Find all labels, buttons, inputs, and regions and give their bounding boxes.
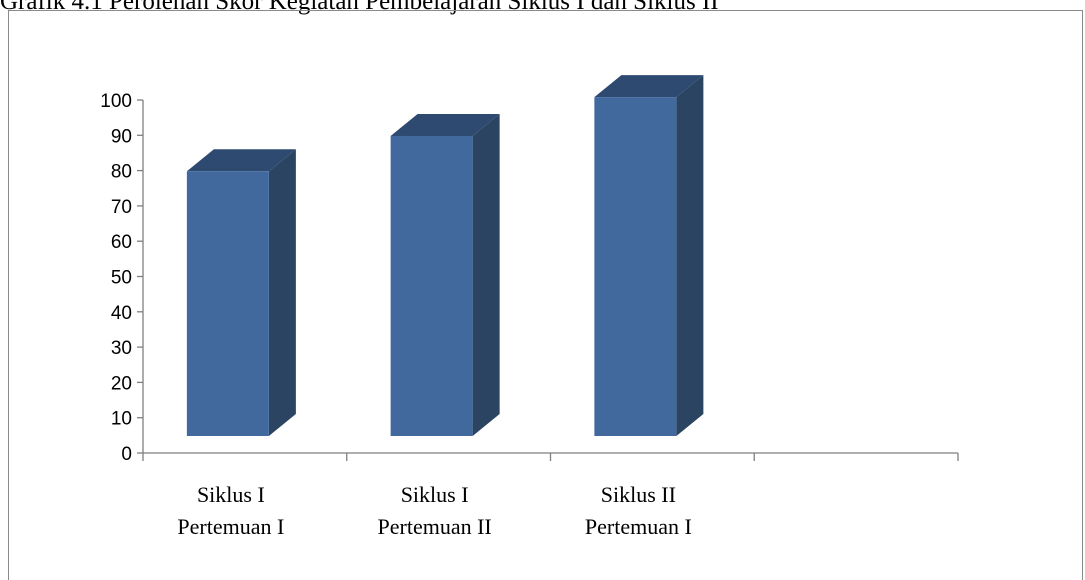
bar: [390, 135, 473, 436]
bar-side: [268, 149, 296, 436]
y-tick-label: 100: [100, 91, 132, 112]
y-tick-label: 50: [111, 268, 132, 289]
y-tick-label: 60: [111, 232, 132, 253]
bar: [186, 171, 269, 436]
chart-caption: Grafik 4.1 Perolehan Skor Kegiatan Pembe…: [0, 0, 719, 15]
y-tick-label: 80: [111, 162, 132, 183]
x-category-label: Siklus II: [601, 482, 676, 507]
y-tick-label: 30: [111, 338, 132, 359]
x-category-label: Siklus I: [401, 482, 469, 507]
chart-bars: [186, 75, 704, 437]
x-category-label: Siklus I: [197, 482, 265, 507]
x-category-label: Pertemuan I: [177, 514, 284, 539]
bar-side: [472, 113, 500, 436]
y-tick-label: 0: [121, 444, 132, 465]
x-category-label: Pertemuan II: [378, 514, 492, 539]
chart-labels: 0 10 20 30 40 50 60 70 80 90 100 Siklus I Pertemuan …: [100, 91, 692, 539]
y-tick-label: 40: [111, 303, 132, 324]
bar: [594, 97, 677, 437]
chart-axes: [137, 99, 959, 461]
bar-top: [186, 149, 296, 172]
bar-side: [676, 75, 704, 437]
y-tick-label: 90: [111, 126, 132, 147]
bar-top: [594, 75, 704, 98]
bar-top: [390, 113, 500, 136]
x-category-label: Pertemuan I: [585, 514, 692, 539]
y-tick-label: 70: [111, 197, 132, 218]
chart-frame: [8, 10, 1083, 580]
y-tick-label: 20: [111, 373, 132, 394]
y-tick-label: 10: [111, 409, 132, 430]
